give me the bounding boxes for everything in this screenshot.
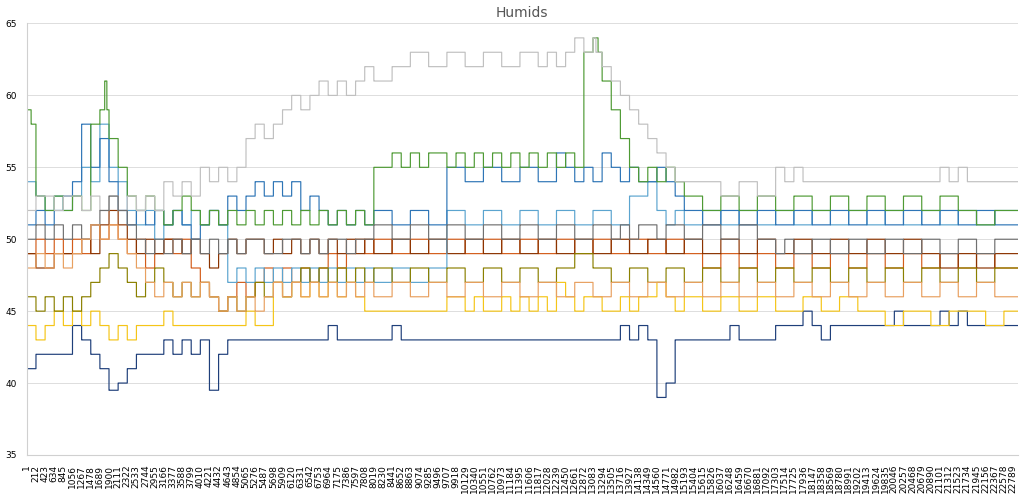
Title: Humids: Humids bbox=[496, 5, 549, 19]
